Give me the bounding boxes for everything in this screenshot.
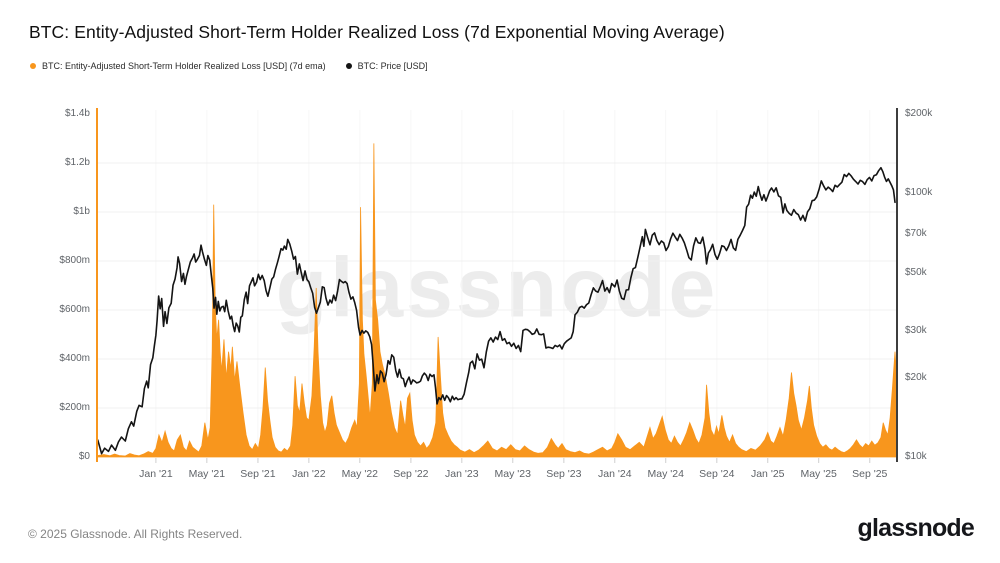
x-tick-label: Sep '23	[546, 468, 582, 480]
chart-title: BTC: Entity-Adjusted Short-Term Holder R…	[29, 22, 725, 42]
x-tick-label: Jan '21	[139, 468, 173, 480]
x-tick-label: Jan '24	[598, 468, 632, 480]
x-tick-label: Jan '25	[750, 468, 785, 480]
x-tick-label: May '21	[188, 468, 226, 480]
x-tick-label: May '23	[494, 468, 531, 480]
y-right-tick-label: $10k	[905, 451, 927, 462]
x-tick-label: Sep '22	[393, 468, 429, 480]
legend-item-price[interactable]: BTC: Price [USD]	[345, 61, 428, 71]
legend-swatch-icon	[345, 63, 352, 69]
glassnode-logo: glassnode	[857, 514, 975, 542]
legend-item-label: BTC: Price [USD]	[357, 61, 428, 71]
x-tick-label: May '22	[341, 468, 378, 480]
legend-swatch-icon	[30, 63, 36, 69]
legend-item-label: BTC: Entity-Adjusted Short-Term Holder R…	[42, 61, 326, 71]
realized-loss-area-series[interactable]	[97, 143, 898, 458]
x-tick-label: Sep '21	[240, 468, 276, 480]
x-tick-label: May '24	[647, 468, 684, 480]
chart-legend: BTC: Entity-Adjusted Short-Term Holder R…	[30, 61, 428, 71]
x-tick-label: Sep '24	[699, 468, 735, 480]
y-right-tick-label: $200k	[905, 108, 933, 119]
x-tick-label: Jan '23	[445, 468, 479, 480]
glassnode-watermark: glassnode	[275, 240, 719, 335]
y-right-tick-label: $30k	[905, 325, 927, 337]
y-left-tick-label: $600m	[59, 304, 90, 315]
x-tick-label: Jan '22	[292, 468, 326, 480]
btc-price-line-series[interactable]	[96, 166, 896, 455]
legend-item-realized-loss[interactable]: BTC: Entity-Adjusted Short-Term Holder R…	[30, 61, 326, 71]
x-tick-label: Sep '25	[852, 468, 888, 480]
y-right-tick-label: $70k	[905, 228, 927, 240]
y-left-tick-label: $1b	[73, 206, 90, 217]
y-left-tick-label: $1.4b	[64, 108, 90, 119]
y-left-tick-label: $800m	[59, 255, 90, 266]
y-left-tick-label: $200m	[59, 402, 90, 413]
x-tick-label: May '25	[800, 468, 837, 480]
y-left-tick-label: $400m	[59, 353, 90, 364]
y-right-tick-label: $100k	[905, 187, 933, 199]
y-right-tick-label: $50k	[905, 266, 927, 278]
y-left-tick-label: $0	[78, 451, 90, 462]
y-right-tick-label: $20k	[905, 371, 927, 383]
y-left-tick-label: $1.2b	[64, 157, 90, 168]
footer-copyright: © 2025 Glassnode. All Rights Reserved.	[28, 527, 243, 541]
